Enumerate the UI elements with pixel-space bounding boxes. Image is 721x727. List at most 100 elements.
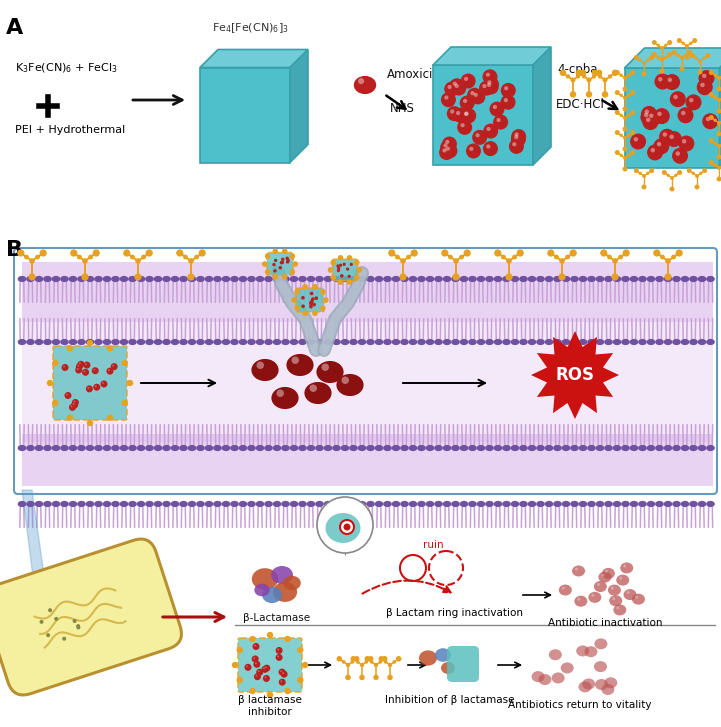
Ellipse shape (256, 339, 265, 345)
Circle shape (69, 404, 76, 411)
Circle shape (440, 140, 455, 155)
Circle shape (670, 91, 686, 107)
Circle shape (618, 254, 623, 260)
Ellipse shape (145, 339, 154, 345)
Circle shape (301, 305, 305, 308)
Circle shape (236, 647, 243, 653)
Circle shape (612, 70, 619, 76)
Circle shape (439, 145, 454, 160)
Ellipse shape (681, 445, 689, 451)
Ellipse shape (230, 339, 239, 345)
Circle shape (697, 70, 702, 74)
Circle shape (685, 44, 689, 48)
Circle shape (54, 617, 58, 621)
Circle shape (702, 73, 707, 78)
Ellipse shape (52, 276, 61, 282)
Circle shape (336, 265, 340, 268)
Ellipse shape (77, 501, 86, 507)
Circle shape (694, 185, 699, 190)
Ellipse shape (622, 339, 630, 345)
Circle shape (472, 130, 487, 145)
Ellipse shape (510, 445, 519, 451)
Circle shape (640, 109, 656, 125)
Ellipse shape (596, 445, 604, 451)
Circle shape (611, 587, 614, 590)
Ellipse shape (273, 501, 281, 507)
Ellipse shape (638, 501, 647, 507)
Circle shape (309, 302, 313, 305)
Circle shape (686, 95, 702, 111)
Ellipse shape (128, 276, 137, 282)
Circle shape (277, 656, 279, 657)
Ellipse shape (247, 445, 256, 451)
Ellipse shape (35, 339, 43, 345)
Ellipse shape (596, 339, 604, 345)
Ellipse shape (672, 445, 681, 451)
Text: Antibiotic inactivation: Antibiotic inactivation (548, 618, 663, 628)
Ellipse shape (94, 501, 103, 507)
Circle shape (340, 274, 343, 278)
Circle shape (487, 83, 491, 87)
Circle shape (449, 79, 464, 93)
Circle shape (253, 657, 255, 659)
Ellipse shape (451, 276, 460, 282)
Circle shape (660, 57, 665, 62)
Ellipse shape (468, 339, 477, 345)
Ellipse shape (128, 501, 137, 507)
Circle shape (256, 669, 263, 675)
Circle shape (505, 273, 513, 281)
Ellipse shape (43, 276, 52, 282)
Ellipse shape (171, 276, 180, 282)
Circle shape (61, 364, 68, 371)
Circle shape (692, 38, 697, 43)
Circle shape (669, 134, 674, 139)
Ellipse shape (196, 501, 205, 507)
Ellipse shape (383, 501, 392, 507)
Ellipse shape (647, 276, 655, 282)
Ellipse shape (332, 501, 341, 507)
Circle shape (360, 663, 364, 667)
Circle shape (110, 364, 118, 370)
Circle shape (570, 249, 577, 257)
Ellipse shape (562, 445, 570, 451)
Ellipse shape (578, 681, 591, 692)
Circle shape (511, 129, 526, 144)
Polygon shape (531, 331, 619, 419)
Ellipse shape (400, 339, 409, 345)
Ellipse shape (120, 339, 128, 345)
Circle shape (709, 70, 714, 75)
Circle shape (274, 259, 278, 262)
Circle shape (698, 59, 702, 63)
Bar (22, 434, 713, 486)
Circle shape (282, 249, 288, 254)
Circle shape (706, 117, 710, 121)
Circle shape (28, 273, 35, 281)
Circle shape (442, 137, 457, 151)
Circle shape (641, 106, 657, 122)
Circle shape (277, 648, 279, 651)
Circle shape (347, 279, 353, 285)
Ellipse shape (43, 339, 52, 345)
Circle shape (312, 302, 316, 306)
Circle shape (290, 253, 295, 259)
Circle shape (280, 261, 283, 265)
Circle shape (291, 297, 297, 303)
Circle shape (107, 345, 113, 352)
Ellipse shape (549, 649, 562, 660)
Circle shape (470, 91, 474, 95)
Circle shape (649, 55, 654, 60)
Ellipse shape (575, 595, 588, 607)
Ellipse shape (468, 276, 477, 282)
Ellipse shape (187, 276, 196, 282)
Circle shape (254, 645, 256, 646)
Circle shape (354, 260, 360, 265)
Ellipse shape (375, 445, 384, 451)
Circle shape (672, 50, 677, 55)
Circle shape (676, 249, 683, 257)
Ellipse shape (273, 276, 281, 282)
Circle shape (575, 70, 582, 76)
Ellipse shape (375, 276, 384, 282)
Ellipse shape (77, 445, 86, 451)
Ellipse shape (77, 276, 86, 282)
Ellipse shape (162, 445, 171, 451)
